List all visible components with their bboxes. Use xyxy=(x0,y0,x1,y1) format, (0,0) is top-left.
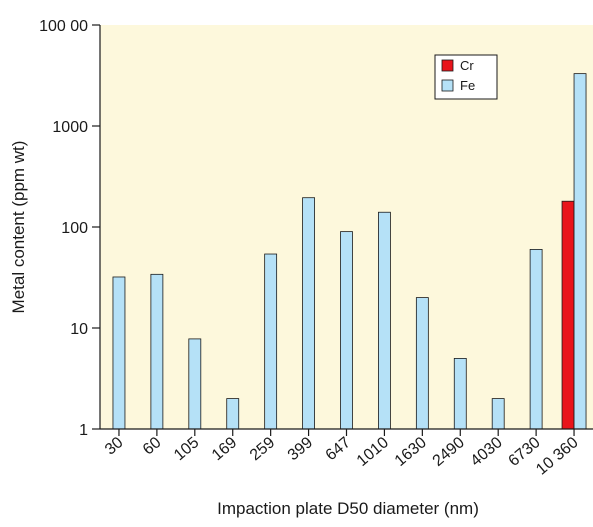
bar-fe-1630 xyxy=(415,297,429,430)
x-tick-label: 30 xyxy=(102,434,127,459)
bar-fe-1010 xyxy=(378,211,391,430)
x-tick-label: 259 xyxy=(247,434,278,464)
x-tick-label: 2490 xyxy=(430,434,468,470)
x-tick-label: 60 xyxy=(140,434,165,459)
bar-fe-30 xyxy=(112,276,126,430)
bar-fe-6730 xyxy=(529,249,543,430)
bar-fe-259 xyxy=(264,253,278,430)
bar-fe-4030 xyxy=(491,398,505,430)
legend-label-fe: Fe xyxy=(460,78,475,93)
y-tick-label: 100 xyxy=(61,220,88,237)
legend-swatch-fe xyxy=(441,79,454,92)
bar-fe-647 xyxy=(340,231,353,430)
x-tick-label: 399 xyxy=(285,434,316,464)
y-axis-ticks: 1 10 100 1000 100 00 xyxy=(39,18,100,439)
x-axis-ticks: 30 60 105 169 259 399 647 1010 1630 2490 4030 67301… xyxy=(102,429,582,479)
bar-fe-399 xyxy=(302,197,315,430)
legend-label-cr: Cr xyxy=(460,58,474,73)
legend-swatch-cr xyxy=(441,59,454,72)
bar-cr-10-360 xyxy=(561,200,575,430)
bar-fe-60 xyxy=(150,273,164,430)
x-tick-label: 105 xyxy=(171,434,202,464)
x-tick-label: 4030 xyxy=(468,434,506,470)
legend: Cr Fe xyxy=(434,54,498,100)
y-tick-label: 10 xyxy=(70,321,88,338)
x-tick-label: 1010 xyxy=(354,434,392,470)
x-tick-label: 647 xyxy=(323,434,354,464)
bar-fe-10-360 xyxy=(573,73,587,430)
x-axis-label: Impaction plate D50 diameter (nm) xyxy=(217,499,479,518)
bar-fe-2490 xyxy=(453,358,467,430)
y-tick-label: 1 xyxy=(79,422,88,439)
x-tick-label: 10 360 xyxy=(533,434,581,479)
y-tick-label: 100 00 xyxy=(39,18,88,35)
x-tick-label: 1630 xyxy=(392,434,430,470)
bar-fe-169 xyxy=(226,398,240,430)
y-tick-label: 1000 xyxy=(52,119,88,136)
x-tick-label: 169 xyxy=(209,434,240,464)
bar-fe-105 xyxy=(188,338,202,430)
y-axis-label: Metal content (ppm wt) xyxy=(9,141,28,314)
